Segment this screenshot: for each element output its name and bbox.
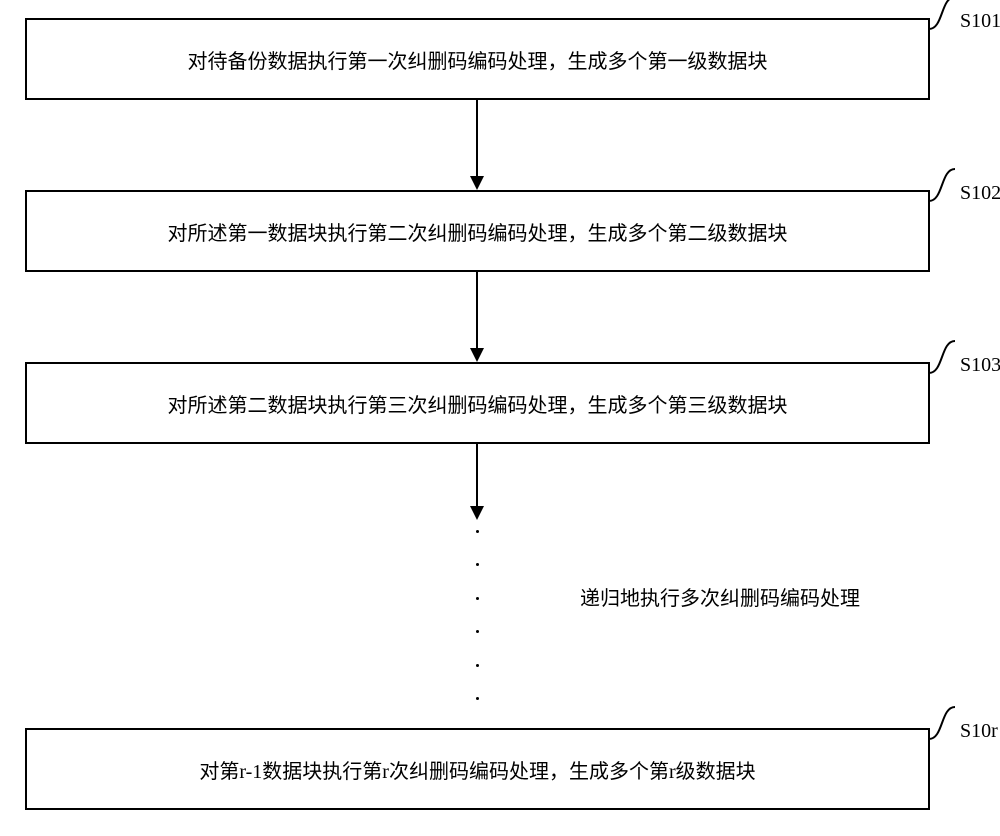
arrow-head-1 — [470, 348, 484, 362]
step-box-s103: 对所述第二数据块执行第三次纠删码编码处理，生成多个第三级数据块 — [25, 362, 930, 444]
step-label-s101: S101 — [960, 10, 1000, 33]
step-label-s103: S103 — [960, 354, 1000, 377]
step-box-s10r: 对第r-1数据块执行第r次纠删码编码处理，生成多个第r级数据块 — [25, 728, 930, 810]
arrow-line-0 — [476, 100, 478, 176]
arrow-line-2 — [476, 444, 478, 506]
step-text-s103: 对所述第二数据块执行第三次纠删码编码处理，生成多个第三级数据块 — [168, 389, 788, 418]
step-box-s101: 对待备份数据执行第一次纠删码编码处理，生成多个第一级数据块 — [25, 18, 930, 100]
arrow-head-0 — [470, 176, 484, 190]
step-label-s102: S102 — [960, 182, 1000, 205]
step-box-s102: 对所述第一数据块执行第二次纠删码编码处理，生成多个第二级数据块 — [25, 190, 930, 272]
arrow-head-2 — [470, 506, 484, 520]
step-label-s10r: S10r — [960, 720, 998, 743]
step-text-s102: 对所述第一数据块执行第二次纠删码编码处理，生成多个第二级数据块 — [168, 217, 788, 246]
side-note: 递归地执行多次纠删码编码处理 — [580, 582, 860, 611]
step-text-s10r: 对第r-1数据块执行第r次纠删码编码处理，生成多个第r级数据块 — [199, 755, 755, 784]
ellipsis-dots — [476, 530, 478, 700]
step-text-s101: 对待备份数据执行第一次纠删码编码处理，生成多个第一级数据块 — [188, 45, 768, 74]
arrow-line-1 — [476, 272, 478, 348]
